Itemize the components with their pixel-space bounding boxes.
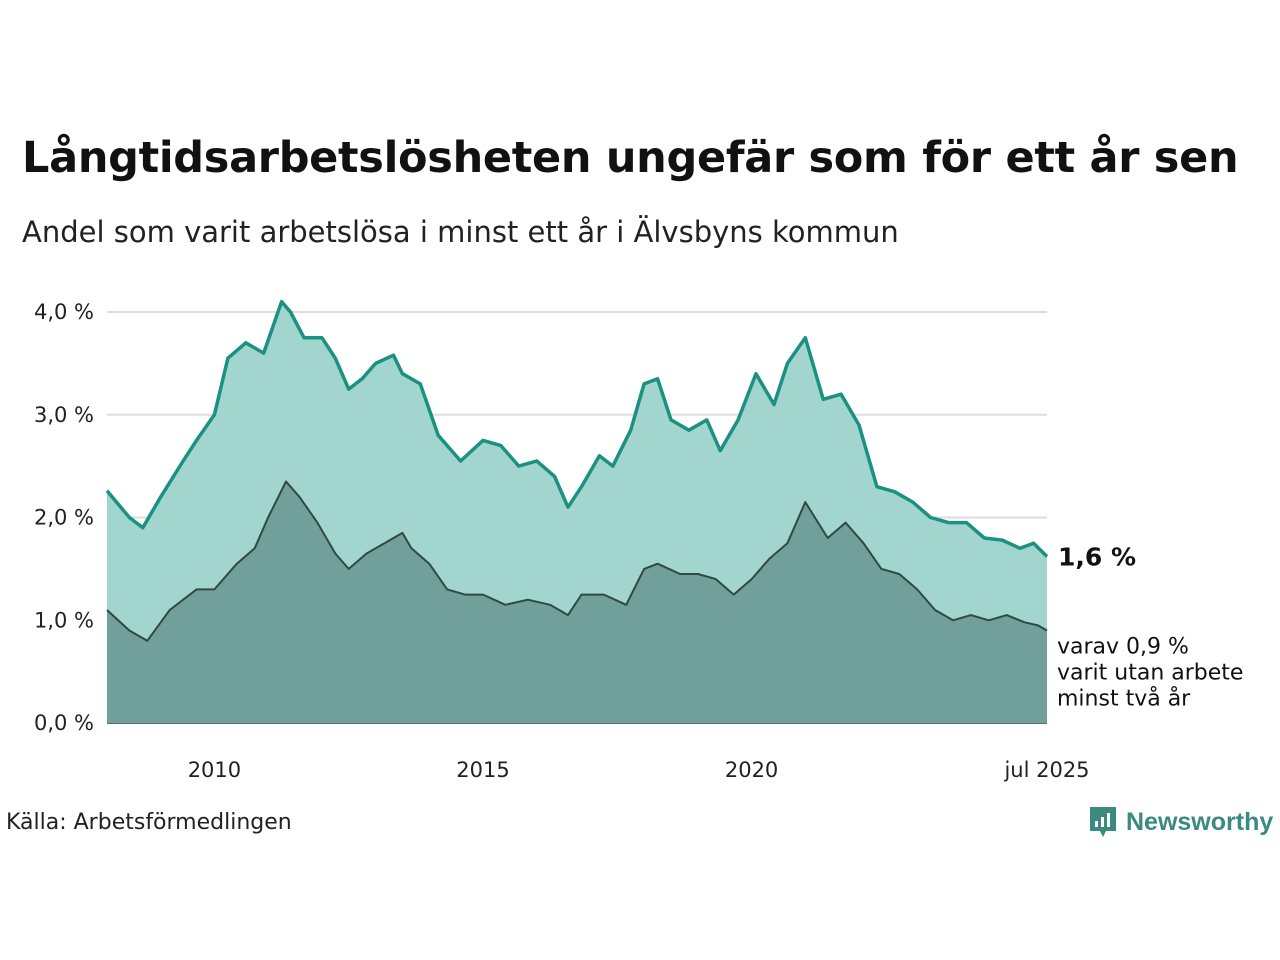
- area-chart: 0,0 % 1,0 % 2,0 % 3,0 % 4,0 % 2010 2015 2020 ju…: [34, 299, 1243, 782]
- newsworthy-logo-icon: [1090, 807, 1116, 837]
- chart-subtitle: Andel som varit arbetslösa i minst ett å…: [22, 215, 899, 249]
- y-tick-label: 0,0 %: [34, 711, 94, 735]
- x-tick-label: jul 2025: [1003, 758, 1089, 782]
- y-tick-label: 1,0 %: [34, 608, 94, 632]
- label-line: varav 0,9 %: [1057, 635, 1189, 660]
- label-line: varit utan arbete: [1057, 661, 1243, 686]
- brand-name: Newsworthy: [1126, 807, 1274, 836]
- x-tick-label: 2010: [188, 758, 241, 782]
- brand-logo[interactable]: Newsworthy: [1088, 804, 1273, 840]
- y-tick-label: 4,0 %: [34, 300, 94, 324]
- end-labels: 1,6 % varav 0,9 % varit utan arbete minst t…: [1057, 543, 1243, 712]
- source-note: Källa: Arbetsförmedlingen: [6, 810, 292, 835]
- y-axis-ticks: 0,0 % 1,0 % 2,0 % 3,0 % 4,0 %: [34, 300, 94, 735]
- y-tick-label: 3,0 %: [34, 403, 94, 427]
- chart-lines: [105, 299, 1049, 642]
- last-value-label-long-term: varav 0,9 % varit utan arbete minst två år: [1057, 635, 1243, 712]
- x-axis-ticks: 2010 2015 2020 jul 2025: [188, 758, 1090, 782]
- series-line-long-term: [106, 480, 1048, 642]
- chart-areas: [107, 301, 1047, 723]
- series-line-total: [105, 299, 1049, 558]
- chart-title: Långtidsarbetslösheten ungefär som för e…: [22, 133, 1239, 183]
- last-value-label-total: 1,6 %: [1058, 543, 1136, 572]
- x-tick-label: 2015: [456, 758, 509, 782]
- x-tick-label: 2020: [725, 758, 778, 782]
- label-line: minst två år: [1057, 686, 1191, 712]
- y-tick-label: 2,0 %: [34, 506, 94, 530]
